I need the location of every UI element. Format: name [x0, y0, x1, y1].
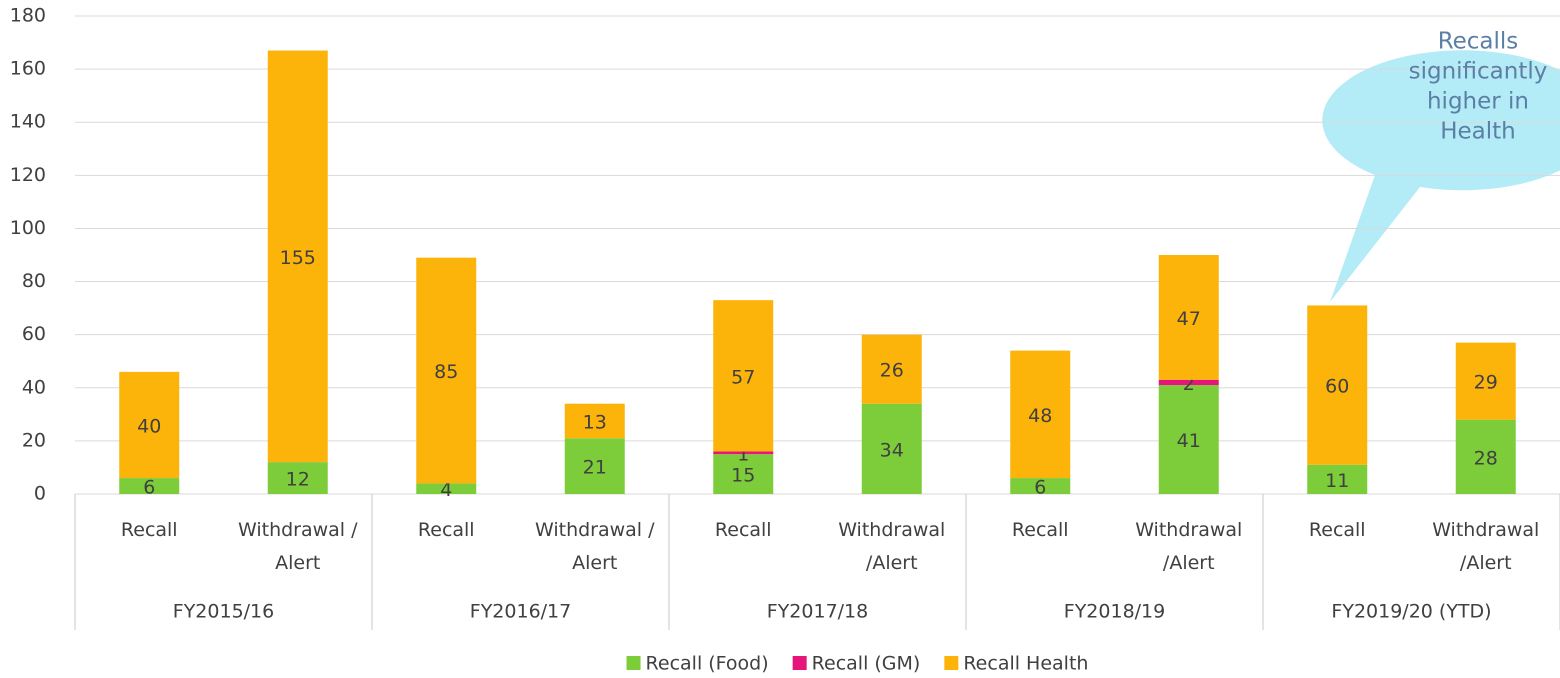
bar-segment — [416, 483, 477, 494]
data-label: 34 — [880, 439, 904, 461]
legend-swatch — [792, 656, 807, 670]
x-tick-label: Recall — [121, 519, 178, 541]
bar-segment — [713, 300, 774, 452]
legend-label: Recall (GM) — [812, 653, 921, 675]
legend-label: Recall (Food) — [646, 653, 769, 675]
group-label: FY2015/16 — [173, 601, 274, 623]
bar-segment — [564, 403, 625, 439]
data-label: 13 — [583, 411, 607, 433]
bar-segment — [713, 454, 774, 494]
bar-segment — [861, 334, 922, 404]
y-tick-label: 140 — [10, 111, 46, 133]
annotation: Recalls — [1438, 29, 1519, 55]
data-label: 29 — [1474, 372, 1498, 394]
data-label: 85 — [434, 361, 458, 383]
data-label: 4 — [440, 479, 452, 501]
data-label: 12 — [286, 469, 310, 491]
data-label: 40 — [137, 415, 161, 437]
bar-segment — [267, 462, 328, 494]
group-label: FY2018/19 — [1064, 601, 1165, 623]
annotation: Health — [1440, 119, 1516, 145]
x-tick-label: Recall — [1012, 519, 1069, 541]
bar-segment — [1455, 419, 1516, 494]
bar-segment — [119, 371, 180, 479]
y-tick-label: 60 — [22, 323, 46, 345]
data-label: 57 — [731, 366, 755, 388]
callout — [1322, 50, 1560, 302]
x-tick-label: Recall — [715, 519, 772, 541]
data-label: 47 — [1177, 308, 1201, 330]
legend-swatch — [626, 656, 641, 670]
annotation: higher in — [1427, 89, 1529, 115]
legend-label: Recall Health — [963, 653, 1088, 675]
x-tick-label: Withdrawal / Alert — [238, 519, 358, 574]
bar-segment — [713, 451, 774, 455]
data-label: 26 — [880, 360, 904, 382]
y-tick-label: 120 — [10, 164, 46, 186]
annotation: significantly — [1409, 59, 1548, 85]
bar-segment — [861, 403, 922, 494]
bar-segment — [1158, 379, 1219, 386]
y-tick-label: 40 — [22, 376, 46, 398]
x-tick-label: Withdrawal/Alert — [838, 519, 945, 574]
data-label: 28 — [1474, 447, 1498, 469]
data-label: 6 — [1034, 477, 1046, 499]
legend: Recall (Food) Recall (GM) Recall Health — [626, 653, 1088, 675]
y-tick-label: 100 — [10, 217, 46, 239]
y-tick-label: 160 — [10, 58, 46, 80]
data-label: 41 — [1177, 430, 1201, 452]
bar-segment — [267, 50, 328, 463]
bar-segment — [416, 257, 477, 484]
bar-segment — [1158, 385, 1219, 494]
bar-segment — [1158, 255, 1219, 380]
bar-segment — [1010, 478, 1071, 494]
bar-segment — [1307, 464, 1368, 494]
bar-segment — [119, 478, 180, 494]
data-label: 11 — [1325, 470, 1349, 492]
x-tick-label: Recall — [1309, 519, 1366, 541]
y-tick-label: 80 — [22, 270, 46, 292]
y-tick-label: 20 — [22, 429, 46, 451]
y-tick-label: 180 — [10, 5, 46, 27]
group-label: FY2017/18 — [767, 601, 868, 623]
legend-swatch — [944, 656, 959, 670]
bar-segment — [1455, 342, 1516, 420]
bar-segment — [1307, 305, 1368, 465]
data-label: 15 — [731, 465, 755, 487]
data-label: 21 — [583, 457, 607, 479]
bar-segment — [1010, 350, 1071, 479]
group-label: FY2016/17 — [470, 601, 571, 623]
data-label: 155 — [280, 247, 316, 269]
x-tick-label: Withdrawal / Alert — [535, 519, 655, 574]
data-label: 60 — [1325, 376, 1349, 398]
x-tick-label: Withdrawal/Alert — [1135, 519, 1242, 574]
x-tick-label: Recall — [418, 519, 475, 541]
data-label: 6 — [143, 477, 155, 499]
x-tick-label: Withdrawal/Alert — [1432, 519, 1539, 574]
data-label: 48 — [1028, 405, 1052, 427]
group-label: FY2019/20 (YTD) — [1331, 601, 1491, 623]
y-tick-label: 0 — [34, 483, 46, 505]
bar-segment — [564, 438, 625, 494]
